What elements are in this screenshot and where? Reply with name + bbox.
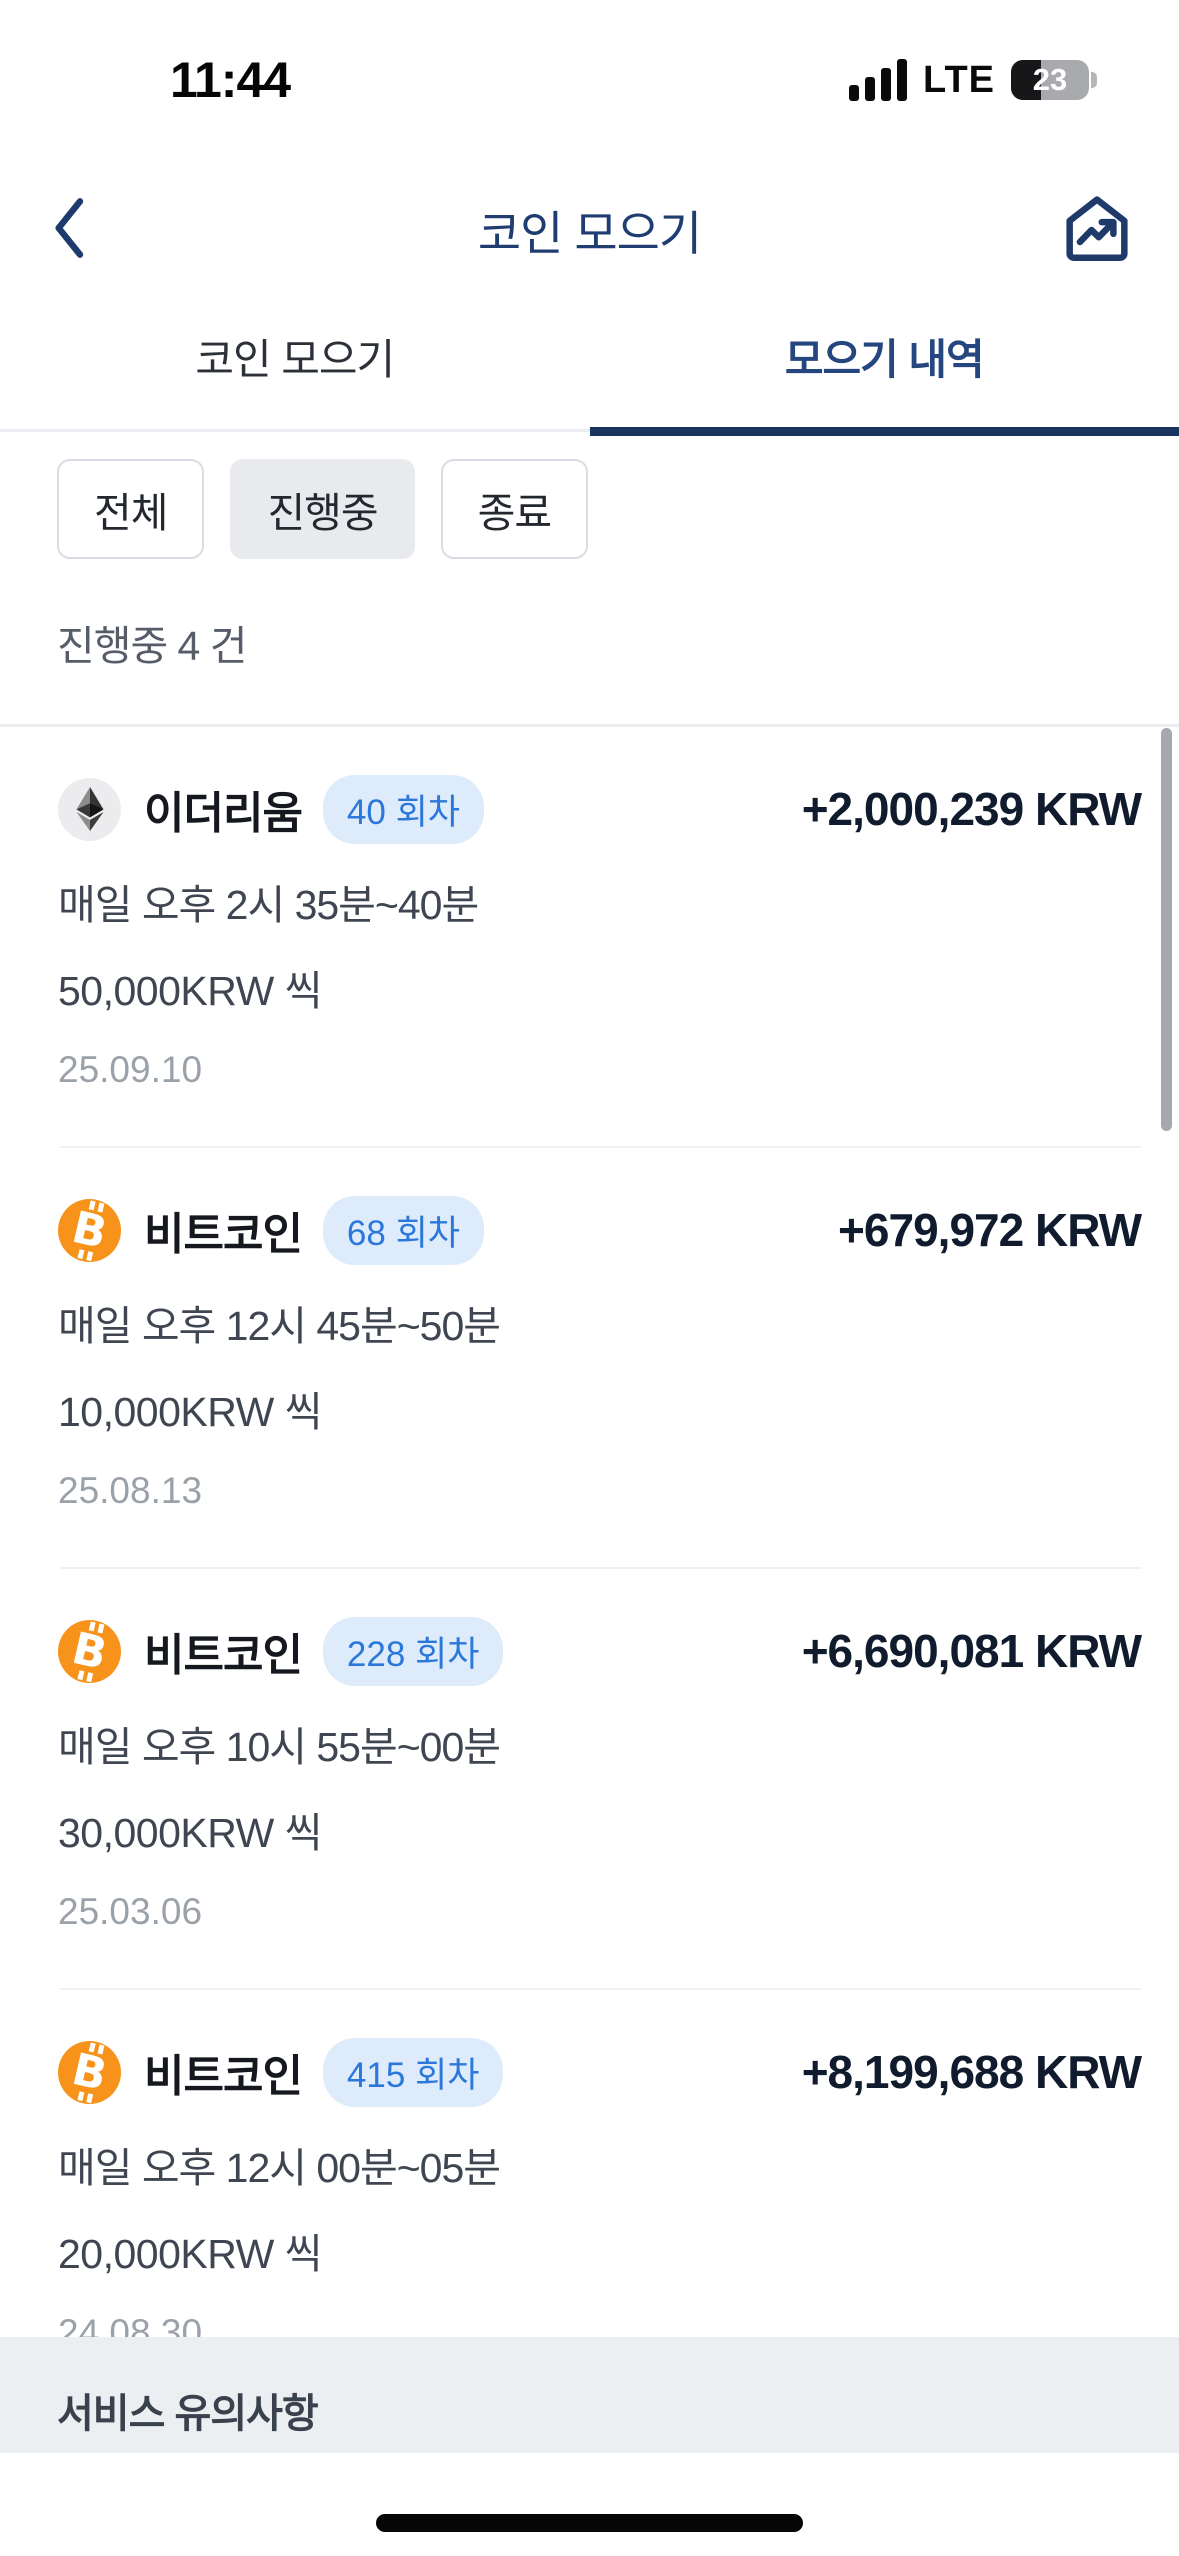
savings-item-header: B 비트코인 68 회차 +679,972 KRW bbox=[58, 1195, 1142, 1265]
rounds-badge: 415 회차 bbox=[322, 2037, 504, 2107]
tab-coin-savings-label: 코인 모으기 bbox=[195, 336, 395, 383]
rounds-badge: 68 회차 bbox=[322, 1195, 484, 1265]
start-date: 25.03.06 bbox=[58, 1891, 203, 1932]
rounds-badge: 228 회차 bbox=[322, 1616, 504, 1686]
ethereum-icon bbox=[75, 787, 103, 831]
per-amount-text: 50,000KRW 씩 bbox=[58, 968, 322, 1014]
savings-list: B 이더리움 40 회차 +2,000,239 KRW 매일 오후 2시 35분… bbox=[0, 727, 1179, 2354]
bitcoin-coin-avatar: B bbox=[58, 2040, 121, 2104]
bitcoin-icon: B bbox=[58, 2041, 121, 2104]
per-amount-text: 20,000KRW 씩 bbox=[58, 2231, 322, 2277]
home-trend-icon bbox=[1056, 188, 1138, 273]
start-date: 25.08.13 bbox=[58, 1470, 203, 1511]
filter-chip-all[interactable]: 전체 bbox=[57, 459, 205, 559]
battery-icon: 23 bbox=[1011, 60, 1097, 100]
in-progress-count: 진행중 4 건 bbox=[57, 623, 247, 669]
coin-name: 이더리움 bbox=[144, 789, 303, 838]
tab-savings-history-label: 모으기 내역 bbox=[784, 336, 985, 383]
bitcoin-icon: B bbox=[58, 1199, 121, 1262]
item-divider bbox=[60, 1146, 1141, 1148]
savings-item-header: B 비트코인 415 회차 +8,199,688 KRW bbox=[58, 2037, 1142, 2107]
rounds-badge: 40 회차 bbox=[322, 774, 484, 844]
status-bar: 11:44 LTE 23 bbox=[0, 50, 1179, 110]
home-indicator[interactable] bbox=[376, 2514, 803, 2532]
page-title: 코인 모으기 bbox=[477, 206, 702, 260]
back-button[interactable] bbox=[26, 180, 118, 278]
battery-nub bbox=[1091, 72, 1097, 88]
schedule-text: 매일 오후 12시 00분~05분 bbox=[58, 2145, 501, 2191]
ethereum-coin-avatar: B bbox=[58, 777, 121, 841]
savings-item[interactable]: B 비트코인 68 회차 +679,972 KRW 매일 오후 12시 45분~… bbox=[0, 1148, 1179, 1569]
network-type-label: LTE bbox=[923, 58, 995, 101]
filter-chip-ended[interactable]: 종료 bbox=[440, 459, 589, 559]
battery-percent: 23 bbox=[1032, 62, 1068, 97]
schedule-text: 매일 오후 2시 35분~40분 bbox=[58, 882, 479, 928]
status-time: 11:44 bbox=[169, 52, 291, 108]
item-divider bbox=[60, 1988, 1141, 1990]
coin-name: 비트코인 bbox=[144, 2052, 303, 2101]
cellular-signal-icon bbox=[849, 59, 908, 101]
accumulated-amount: +2,000,239 KRW bbox=[801, 783, 1142, 835]
battery-fill bbox=[1011, 60, 1041, 100]
filter-chips: 전체 진행중 종료 bbox=[57, 459, 589, 559]
savings-item-header: B 이더리움 40 회차 +2,000,239 KRW bbox=[58, 774, 1142, 844]
scrollbar[interactable] bbox=[1161, 728, 1172, 1131]
tab-savings-history[interactable]: 모으기 내역 bbox=[589, 300, 1179, 436]
savings-item-header: B 비트코인 228 회차 +6,690,081 KRW bbox=[58, 1616, 1142, 1686]
coin-name: 비트코인 bbox=[144, 1631, 303, 1680]
per-amount-text: 10,000KRW 씩 bbox=[58, 1389, 322, 1435]
service-notice-title: 서비스 유의사항 bbox=[57, 2392, 319, 2436]
status-right-cluster: LTE 23 bbox=[849, 50, 1097, 110]
footer-notice-section: 서비스 유의사항 bbox=[0, 2337, 1179, 2453]
bitcoin-coin-avatar: B bbox=[58, 1619, 121, 1683]
savings-item[interactable]: B 비트코인 415 회차 +8,199,688 KRW 매일 오후 12시 0… bbox=[0, 1990, 1179, 2354]
savings-item[interactable]: B 비트코인 228 회차 +6,690,081 KRW 매일 오후 10시 5… bbox=[0, 1569, 1179, 1990]
schedule-text: 매일 오후 12시 45분~50분 bbox=[58, 1303, 501, 1349]
header: 코인 모으기 bbox=[0, 168, 1179, 290]
tab-coin-savings[interactable]: 코인 모으기 bbox=[0, 300, 590, 429]
per-amount-text: 30,000KRW 씩 bbox=[58, 1810, 322, 1856]
accumulated-amount: +6,690,081 KRW bbox=[801, 1625, 1142, 1677]
tab-bar: 코인 모으기 모으기 내역 bbox=[0, 300, 1179, 436]
section-divider bbox=[0, 724, 1179, 727]
chevron-left-icon bbox=[40, 189, 104, 270]
coin-name: 비트코인 bbox=[144, 1210, 303, 1259]
bitcoin-icon: B bbox=[58, 1620, 121, 1683]
schedule-text: 매일 오후 10시 55분~00분 bbox=[58, 1724, 501, 1770]
filter-chip-in-progress[interactable]: 진행중 bbox=[230, 459, 415, 559]
bitcoin-coin-avatar: B bbox=[58, 1198, 121, 1262]
start-date: 25.09.10 bbox=[58, 1049, 203, 1090]
home-button[interactable] bbox=[1051, 182, 1143, 278]
accumulated-amount: +8,199,688 KRW bbox=[801, 2046, 1142, 2098]
item-divider bbox=[60, 1567, 1141, 1569]
savings-item[interactable]: B 이더리움 40 회차 +2,000,239 KRW 매일 오후 2시 35분… bbox=[0, 727, 1179, 1148]
accumulated-amount: +679,972 KRW bbox=[838, 1204, 1142, 1256]
